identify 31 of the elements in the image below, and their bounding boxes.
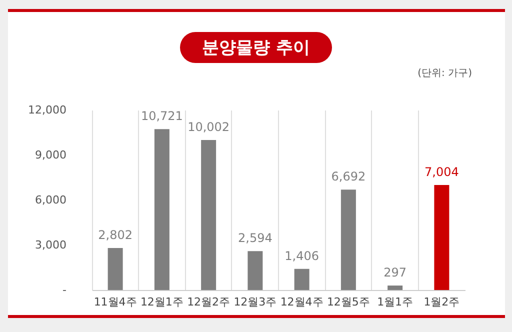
y-tick-label: 3,000 bbox=[35, 238, 66, 252]
chart-subtitle: (단위: 가구) bbox=[418, 67, 472, 80]
x-tick-label: 12월3주 bbox=[234, 296, 277, 308]
y-tick-label: 6,000 bbox=[35, 194, 66, 206]
x-tick-label: 12월5주 bbox=[326, 296, 370, 308]
bar bbox=[294, 268, 310, 290]
data-label: 297 bbox=[384, 266, 407, 280]
data-label: 10,002 bbox=[188, 120, 230, 134]
y-tick-label: 12,000 bbox=[28, 104, 66, 116]
data-label: 2,802 bbox=[98, 228, 132, 242]
x-tick-label: 1월2주 bbox=[424, 296, 460, 308]
data-label: 10,721 bbox=[140, 109, 183, 124]
data-label: 6,692 bbox=[331, 170, 366, 184]
y-tick-label: - bbox=[62, 284, 67, 296]
data-label: 2,594 bbox=[238, 231, 272, 246]
data-label: 1,406 bbox=[284, 248, 319, 263]
chart-title: 분양물량 추이 bbox=[180, 32, 332, 63]
x-tick-label: 1월1주 bbox=[377, 296, 414, 308]
bar bbox=[388, 286, 403, 290]
bar bbox=[108, 248, 123, 290]
bar bbox=[154, 129, 170, 290]
bar bbox=[434, 184, 450, 290]
bar bbox=[201, 140, 216, 290]
x-tick-label: 12월2주 bbox=[187, 296, 230, 308]
bar bbox=[340, 190, 356, 290]
x-tick-label: 11월4주 bbox=[94, 296, 137, 308]
y-tick-label: 9,000 bbox=[35, 148, 66, 162]
x-tick-label: 12월4주 bbox=[280, 296, 324, 308]
bar bbox=[248, 251, 263, 290]
data-label: 7,004 bbox=[424, 164, 459, 179]
x-tick-label: 12월1주 bbox=[140, 296, 184, 308]
